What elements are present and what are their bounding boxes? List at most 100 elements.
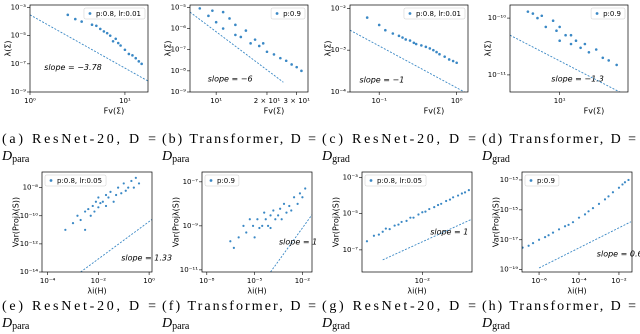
caption: (e) ResNet-20, D = <box>2 299 156 314</box>
point <box>80 20 83 23</box>
point <box>257 44 261 48</box>
point <box>99 201 102 205</box>
y-axis-label: λ(Σ) <box>484 40 493 56</box>
x-tick-label: 10⁰ <box>24 97 36 105</box>
y-tick-label: 10⁻¹⁷ <box>500 236 518 244</box>
caption-line-2: Dgrad <box>481 316 510 332</box>
point <box>603 198 607 201</box>
point <box>66 13 70 17</box>
point <box>269 226 272 230</box>
legend-box <box>590 7 626 20</box>
point <box>211 9 214 12</box>
y-tick-label: 10⁻⁷ <box>171 46 187 54</box>
y-tick-label: 10⁻¹⁰ <box>20 212 38 220</box>
x-tick-label: 10⁻⁵ <box>247 277 263 285</box>
point <box>438 52 441 56</box>
point <box>405 219 408 222</box>
trend-line <box>350 29 466 92</box>
caption-symbol: D <box>321 316 332 331</box>
legend-box <box>270 7 306 20</box>
point <box>94 200 98 203</box>
point <box>558 25 561 29</box>
y-tick-label: 10⁻³ <box>331 46 347 54</box>
point <box>237 236 240 239</box>
plot-area <box>64 176 152 272</box>
point <box>547 234 550 237</box>
x-tick-label: 10¹ <box>554 97 566 105</box>
legend-box <box>403 7 466 20</box>
plot-area <box>350 16 466 92</box>
slope-annotation: slope = −1 <box>359 75 404 84</box>
point <box>388 228 391 231</box>
point <box>607 195 610 198</box>
point <box>543 236 547 239</box>
trend-line <box>382 218 472 261</box>
y-tick-label: 10⁻¹¹ <box>488 71 506 79</box>
point <box>90 23 94 26</box>
x-tick-label: 10¹ <box>210 97 222 105</box>
y-tick-label: 10⁻⁹ <box>171 88 187 96</box>
point <box>131 54 134 57</box>
point <box>265 50 269 54</box>
panel: 10⁻¹ 10⁰ 10⁻² 10⁻³ 10⁻⁴ Fv(Σ) λ(Σ) slope = −1 p:… <box>321 4 476 165</box>
y-tick-label: 10⁻¹⁵ <box>500 206 518 214</box>
y-tick-label: 10⁻¹³ <box>500 176 518 184</box>
legend-marker <box>275 12 279 15</box>
point <box>456 194 460 197</box>
point <box>279 56 282 60</box>
legend-marker <box>529 179 533 182</box>
point <box>615 63 618 67</box>
point <box>137 182 141 185</box>
point <box>134 176 137 179</box>
point <box>87 207 90 211</box>
caption-subscript: grad <box>492 154 510 165</box>
point <box>393 224 396 227</box>
point <box>269 214 272 217</box>
point <box>401 36 404 39</box>
point <box>101 200 104 203</box>
point <box>253 236 256 239</box>
point <box>412 216 415 219</box>
panel: 10¹ 10⁻¹⁰ 10⁻¹¹ Fv(Σ) λ(Σ) slope = −1.3 p:0.9 (… <box>481 4 636 165</box>
axes-frame <box>41 171 153 273</box>
point <box>597 202 601 206</box>
point <box>108 34 112 37</box>
point <box>424 45 428 49</box>
point <box>567 223 570 226</box>
point <box>97 196 100 199</box>
point <box>109 190 112 193</box>
point <box>540 14 544 18</box>
point <box>544 25 548 29</box>
panel: 10⁰ 10¹ 10⁻³ 10⁻⁵ 10⁻⁷ 10⁻⁹ Fv(Σ) λ(Σ) slope = −… <box>1 3 156 165</box>
point <box>137 60 141 63</box>
x-tick-label: 10⁻⁴ <box>571 277 587 285</box>
point <box>234 23 237 27</box>
point <box>105 31 109 35</box>
caption-line-2: Dgrad <box>321 149 350 165</box>
y-axis-label: λ(Σ) <box>4 40 13 56</box>
y-axis-label: λ(Σ) <box>324 40 333 56</box>
point <box>280 218 283 221</box>
point <box>277 214 280 217</box>
point <box>526 10 530 13</box>
caption: (d) Transformer, D = <box>482 132 636 147</box>
point <box>127 186 130 189</box>
y-tick-label: 10⁻¹⁰ <box>488 14 506 22</box>
point <box>583 42 587 46</box>
legend-box <box>524 174 560 187</box>
point <box>279 207 282 210</box>
y-tick-label: 10⁻⁸ <box>171 67 187 75</box>
point <box>284 59 288 63</box>
legend-label: p:0.9 <box>283 10 301 18</box>
caption-subscript: para <box>12 321 30 332</box>
caption-line-2: Dgrad <box>321 316 350 332</box>
point <box>274 218 277 221</box>
slope-annotation: slope = −1.3 <box>551 74 604 83</box>
point <box>551 231 555 234</box>
point <box>440 202 443 205</box>
point <box>381 230 384 233</box>
point <box>617 186 621 189</box>
point <box>591 207 595 210</box>
point <box>253 38 257 41</box>
point <box>300 69 303 73</box>
